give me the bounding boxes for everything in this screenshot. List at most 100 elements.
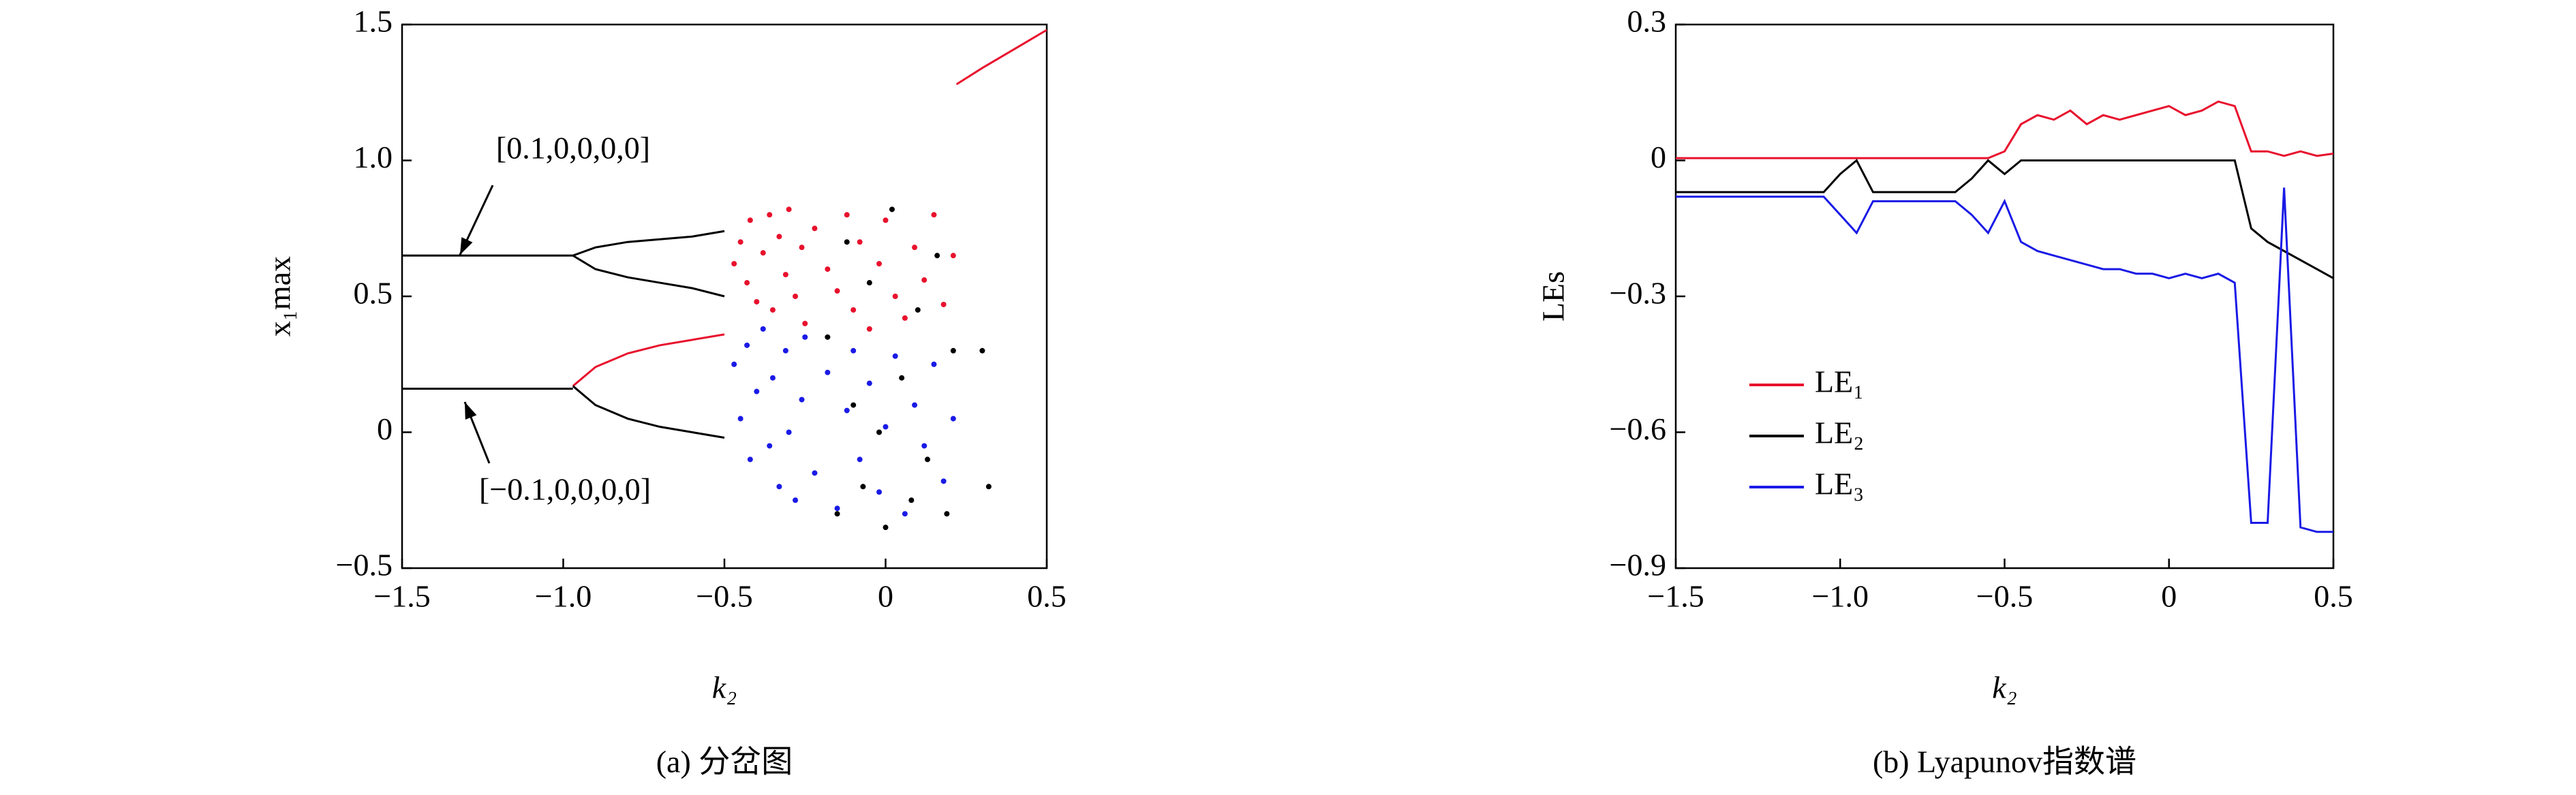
point bbox=[934, 253, 940, 259]
x-tick-label: −1.0 bbox=[1812, 579, 1869, 614]
caption: (b) Lyapunov指数谱 bbox=[1873, 745, 2136, 779]
x-tick-label: −1.5 bbox=[373, 579, 430, 614]
x-tick-label: −0.5 bbox=[1976, 579, 2033, 614]
point bbox=[950, 416, 956, 422]
legend-label: LE₃ bbox=[1815, 467, 1864, 501]
point bbox=[802, 320, 808, 326]
point bbox=[979, 347, 985, 354]
point bbox=[866, 326, 872, 332]
point bbox=[892, 294, 898, 299]
point bbox=[915, 307, 921, 313]
x-axis-label: k₂ bbox=[712, 670, 737, 705]
point bbox=[850, 307, 857, 313]
point bbox=[844, 212, 850, 218]
point bbox=[754, 298, 760, 305]
point bbox=[924, 456, 930, 463]
point bbox=[799, 396, 805, 403]
y-tick-label: 0.5 bbox=[354, 276, 393, 311]
x-tick-label: 0 bbox=[2161, 579, 2177, 614]
point bbox=[834, 505, 840, 512]
point bbox=[902, 511, 908, 517]
point bbox=[825, 266, 831, 272]
point bbox=[931, 212, 937, 218]
y-tick-label: −0.5 bbox=[336, 548, 393, 582]
y-tick-label: 0.3 bbox=[1627, 4, 1667, 39]
point bbox=[754, 388, 760, 394]
point bbox=[782, 347, 788, 354]
point bbox=[786, 429, 792, 435]
caption: (a) 分岔图 bbox=[656, 745, 793, 779]
arrow-head bbox=[460, 237, 473, 255]
point bbox=[883, 525, 889, 531]
annotation: [0.1,0,0,0,0] bbox=[496, 131, 650, 166]
y-tick-label: 1.0 bbox=[354, 140, 393, 174]
arrow-head bbox=[465, 402, 477, 420]
x-tick-label: −1.0 bbox=[535, 579, 592, 614]
point bbox=[767, 443, 773, 449]
point bbox=[931, 361, 937, 367]
point bbox=[769, 307, 776, 313]
point bbox=[844, 239, 850, 245]
point bbox=[737, 416, 743, 422]
point bbox=[786, 206, 792, 213]
x-axis-label: k₂ bbox=[1992, 670, 2017, 705]
point bbox=[782, 272, 788, 278]
point bbox=[769, 375, 776, 381]
series-line bbox=[1676, 100, 2334, 159]
point bbox=[883, 217, 889, 223]
branch-line bbox=[572, 230, 725, 257]
point bbox=[747, 217, 753, 223]
x-tick-label: 0 bbox=[878, 579, 893, 614]
point bbox=[876, 489, 883, 495]
point bbox=[860, 484, 866, 490]
series-line bbox=[1676, 187, 2333, 533]
point bbox=[899, 375, 905, 381]
point bbox=[744, 280, 750, 286]
point bbox=[912, 402, 918, 408]
point bbox=[744, 342, 750, 348]
point bbox=[731, 361, 737, 367]
point bbox=[825, 369, 831, 375]
point bbox=[883, 424, 889, 430]
point bbox=[776, 234, 782, 240]
point bbox=[767, 212, 773, 218]
point bbox=[921, 277, 927, 283]
point bbox=[921, 443, 927, 449]
point bbox=[760, 326, 766, 332]
point bbox=[908, 497, 915, 503]
point bbox=[902, 315, 908, 321]
point bbox=[944, 511, 950, 517]
point bbox=[760, 250, 766, 256]
point bbox=[825, 334, 831, 340]
y-tick-label: 1.5 bbox=[354, 4, 393, 39]
point bbox=[812, 225, 818, 232]
point bbox=[857, 239, 863, 245]
x-tick-label: 0.5 bbox=[2314, 579, 2353, 614]
y-tick-label: 0 bbox=[1651, 140, 1666, 174]
point bbox=[834, 511, 840, 517]
point bbox=[799, 245, 805, 251]
point bbox=[950, 347, 956, 354]
point bbox=[912, 245, 918, 251]
legend-label: LE₂ bbox=[1815, 416, 1864, 450]
x-tick-label: 0.5 bbox=[1027, 579, 1067, 614]
point bbox=[731, 261, 737, 267]
y-axis-label: x₁max bbox=[262, 256, 297, 337]
x-tick-label: −1.5 bbox=[1647, 579, 1704, 614]
point bbox=[747, 456, 753, 463]
legend-label: LE₁ bbox=[1815, 364, 1864, 399]
point bbox=[857, 456, 863, 463]
point bbox=[876, 261, 883, 267]
series-line bbox=[1676, 159, 2334, 279]
point bbox=[889, 206, 895, 213]
point bbox=[834, 288, 840, 294]
branch-line bbox=[572, 254, 725, 298]
point bbox=[812, 470, 818, 476]
y-axis-label: LEs bbox=[1536, 271, 1571, 322]
point bbox=[802, 334, 808, 340]
point bbox=[985, 484, 992, 490]
y-tick-label: −0.9 bbox=[1610, 548, 1666, 582]
point bbox=[940, 301, 947, 307]
